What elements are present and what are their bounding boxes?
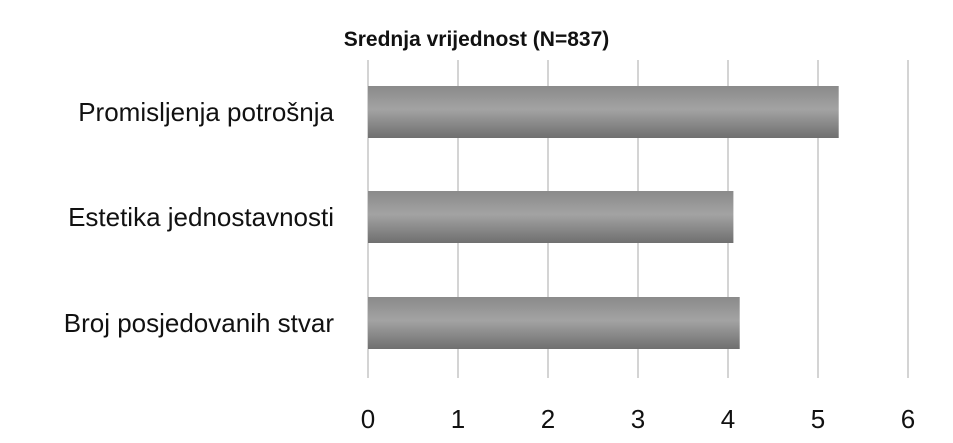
- category-labels: Promisljenja potrošnja Estetika jednostav…: [64, 97, 335, 338]
- x-tick-label: 5: [811, 404, 825, 434]
- bar: [368, 191, 734, 243]
- x-tick-label: 0: [361, 404, 375, 434]
- bars: [368, 86, 839, 349]
- x-tick-label: 3: [631, 404, 645, 434]
- bar: [368, 86, 839, 138]
- category-label: Promisljenja potrošnja: [78, 97, 334, 127]
- x-tick-label: 2: [541, 404, 555, 434]
- x-tick-label: 6: [901, 404, 915, 434]
- category-label: Broj posjedovanih stvar: [64, 308, 335, 338]
- bar: [368, 297, 740, 349]
- category-label: Estetika jednostavnosti: [68, 202, 334, 232]
- x-tick-label: 1: [451, 404, 465, 434]
- chart-title: Srednja vrijednost (N=837): [343, 28, 610, 51]
- x-tick-label: 4: [721, 404, 735, 434]
- x-axis-ticks: 0 1 2 3 4 5 6: [361, 404, 915, 434]
